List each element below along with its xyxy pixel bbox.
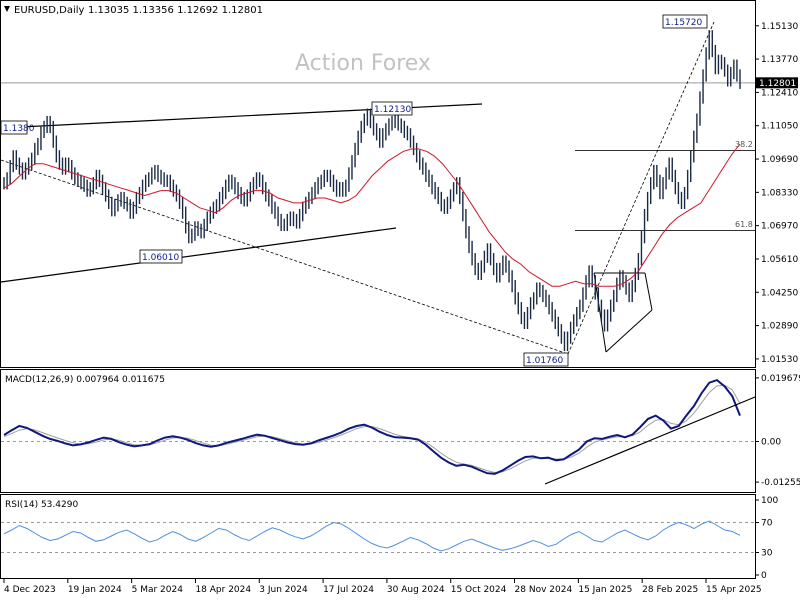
macd-main-line — [3, 378, 741, 475]
price-tick-label: 1.02890 — [761, 322, 798, 332]
price-tick-label: 1.13770 — [761, 55, 798, 65]
annotation-box-1 — [0, 120, 28, 135]
collapse-triangle-icon[interactable] — [4, 6, 10, 12]
time-tick-label: 15 Apr 2025 — [706, 585, 762, 595]
symbol-timeframe: EURUSD,Daily — [14, 5, 85, 16]
fib-level-382-label: 38.2 — [735, 140, 753, 149]
macd-tick-label: 0.00 — [761, 438, 781, 448]
annotation-4: 1.01760 — [526, 356, 563, 366]
macd-axis: 0.019679 0.00 -0.012552 — [755, 374, 800, 488]
time-tick-label: 15 Jan 2025 — [578, 585, 632, 595]
price-annotations: 1.1380 1.12130 1.06010 1.01760 1.15720 — [0, 14, 708, 367]
price-panel — [0, 0, 756, 368]
time-tick-label: 4 Dec 2023 — [4, 585, 56, 595]
time-tick-label: 28 Feb 2025 — [642, 585, 698, 595]
annotation-box-4 — [523, 352, 569, 367]
time-tick-label: 18 Apr 2024 — [195, 585, 251, 595]
time-tick-label: 5 Mar 2024 — [132, 585, 184, 595]
rsi-tick-label: 0 — [761, 571, 767, 581]
rsi-panel — [0, 494, 756, 579]
triangle-right-line — [644, 272, 653, 311]
annotation-2: 1.12130 — [374, 105, 411, 115]
macd-trendline — [544, 396, 756, 485]
rsi-tick-label: 70 — [761, 519, 773, 529]
annotation-1: 1.1380 — [3, 124, 35, 134]
time-tick-label: 28 Nov 2024 — [515, 585, 573, 595]
price-tick-label: 1.04250 — [761, 288, 798, 298]
time-tick-label: 15 Oct 2024 — [451, 585, 507, 595]
annotation-5: 1.15720 — [665, 18, 702, 28]
rsi-line — [3, 520, 741, 552]
time-tick-label: 3 Jun 2024 — [259, 585, 308, 595]
annotation-box-3 — [139, 249, 183, 264]
annotation-3: 1.06010 — [142, 253, 179, 263]
current-price-label: 1.12801 — [759, 79, 796, 89]
price-tick-label: 1.11050 — [761, 122, 798, 132]
price-bars — [3, 30, 741, 352]
rsi-tick-label: 30 — [761, 549, 773, 559]
price-tick-label: 1.01530 — [761, 355, 798, 365]
annotation-box-2 — [371, 101, 413, 116]
price-tick-label: 1.15130 — [761, 22, 798, 32]
rsi-tick-label: 100 — [761, 496, 778, 506]
annotation-box-5 — [662, 14, 708, 29]
price-tick-label: 1.09690 — [761, 155, 798, 165]
time-axis: 4 Dec 2023 19 Jan 2024 5 Mar 2024 18 Apr 20… — [3, 579, 762, 595]
time-tick-label: 19 Jan 2024 — [68, 585, 122, 595]
macd-title: MACD(12,26,9) 0.007964 0.011675 — [5, 375, 165, 385]
header: EURUSD,Daily 1.13035 1.13356 1.12692 1.1… — [4, 5, 263, 16]
lower-channel-line — [0, 227, 397, 283]
price-tick-label: 1.06970 — [761, 222, 798, 232]
rsi-axis: 100 70 30 0 — [755, 496, 778, 581]
triangle-left-line — [593, 272, 607, 353]
time-tick-label: 17 Jul 2024 — [323, 585, 374, 595]
rsi-title: RSI(14) 53.4290 — [5, 500, 78, 510]
dashed-trendline-up — [567, 21, 715, 355]
ohlc-values: 1.13035 1.13356 1.12692 1.12801 — [88, 5, 263, 16]
macd-tick-label: -0.012552 — [761, 478, 800, 488]
price-axis: 1.15130 1.13770 1.12410 1.11050 1.09690 1.083… — [755, 22, 798, 365]
price-tick-label: 1.12410 — [761, 88, 798, 98]
macd-tick-label: 0.019679 — [761, 374, 800, 384]
moving-average-line — [3, 143, 741, 287]
triangle-bottom-line — [605, 309, 653, 353]
time-tick-label: 30 Aug 2024 — [387, 585, 445, 595]
watermark: Action Forex — [295, 51, 431, 76]
price-tick-label: 1.08330 — [761, 188, 798, 198]
price-tick-label: 1.05610 — [761, 255, 798, 265]
current-price-box — [756, 77, 798, 89]
fib-level-618-label: 61.8 — [735, 220, 753, 229]
